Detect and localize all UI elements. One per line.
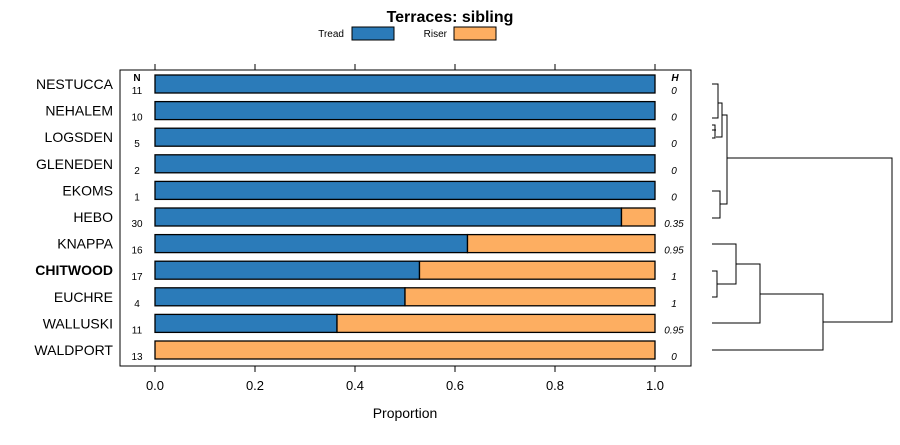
x-axis: 0.0 0.2 0.4 0.6 0.8 1.0	[146, 64, 664, 393]
category-label: EUCHRE	[54, 289, 113, 305]
bar-riser	[466, 233, 656, 254]
bar-riser	[620, 207, 656, 227]
dendrogram-branch	[716, 102, 723, 138]
h-value: 1	[671, 272, 677, 283]
category-label: LOGSDEN	[45, 129, 113, 145]
legend-label: Riser	[424, 29, 448, 40]
h-value: 0.95	[664, 246, 684, 257]
n-column-header: N	[133, 73, 140, 84]
h-value: 0	[671, 113, 677, 124]
bar-tread	[154, 207, 623, 227]
h-value: 0	[671, 352, 677, 363]
h-value: 0.35	[664, 219, 684, 230]
h-value: 0	[671, 86, 677, 97]
n-value: 13	[131, 352, 143, 363]
dendrogram-branch	[712, 243, 737, 285]
n-value: 10	[131, 113, 143, 124]
bar-tread	[154, 180, 656, 201]
bar-tread	[154, 100, 656, 121]
bar-riser	[404, 287, 656, 307]
dendrogram-branch	[720, 114, 728, 205]
h-column-header: H	[671, 73, 679, 84]
h-value: 0	[671, 192, 677, 203]
bar-tread	[154, 313, 338, 334]
h-value: 0	[671, 166, 677, 177]
legend: Tread Riser	[318, 26, 497, 41]
x-tick-label: 0.6	[446, 378, 464, 393]
n-value: 1	[134, 192, 140, 203]
category-label: EKOMS	[62, 182, 113, 198]
n-value: 5	[134, 139, 140, 150]
h-value: 0	[671, 139, 677, 150]
n-value: 2	[134, 166, 140, 177]
dendrogram	[712, 83, 893, 351]
bar-riser	[154, 340, 656, 360]
bar-riser	[418, 260, 656, 280]
category-label: CHITWOOD	[35, 262, 113, 278]
x-axis-label: Proportion	[373, 405, 438, 421]
category-label: NESTUCCA	[36, 76, 114, 92]
category-label: HEBO	[73, 209, 113, 225]
n-value: 16	[131, 246, 143, 257]
category-label: NEHALEM	[45, 103, 113, 119]
x-tick-label: 0.2	[246, 378, 264, 393]
dendrogram-branch	[712, 124, 716, 139]
x-tick-label: 0.4	[346, 378, 364, 393]
h-value: 0.95	[664, 325, 684, 336]
legend-label: Tread	[318, 29, 344, 40]
dendrogram-branch	[712, 83, 719, 119]
n-value: 11	[132, 325, 143, 336]
bar-tread	[154, 260, 421, 280]
category-label: WALDPORT	[34, 342, 113, 358]
category-label: KNAPPA	[57, 236, 113, 252]
legend-swatch-tread	[351, 26, 395, 41]
bar-tread	[154, 287, 406, 307]
bar-tread	[154, 74, 656, 94]
dendrogram-branch	[727, 157, 893, 323]
category-label: GLENEDEN	[36, 156, 113, 172]
bar-tread	[154, 233, 469, 254]
chart-title: Terraces: sibling	[387, 9, 514, 26]
n-value: 17	[131, 272, 143, 283]
x-tick-label: 1.0	[646, 378, 664, 393]
n-value: 30	[131, 219, 143, 230]
category-label: WALLUSKI	[43, 315, 113, 331]
n-value: 4	[134, 299, 140, 310]
bar-riser	[336, 313, 656, 334]
legend-swatch-riser	[453, 26, 497, 41]
h-value: 1	[671, 299, 677, 310]
dendrogram-branch	[712, 190, 721, 219]
plot-frame	[119, 69, 692, 367]
n-value: 11	[132, 86, 143, 97]
x-tick-label: 0.8	[546, 378, 564, 393]
dendrogram-branch	[712, 293, 824, 351]
bar-tread	[154, 154, 656, 174]
x-tick-label: 0.0	[146, 378, 164, 393]
bar-tread	[154, 127, 656, 147]
dendrogram-branch	[712, 270, 718, 298]
